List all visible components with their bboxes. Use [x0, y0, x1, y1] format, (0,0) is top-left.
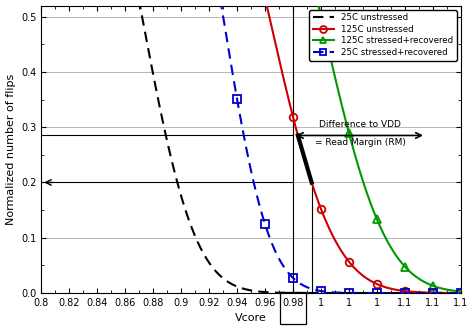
Legend: 25C unstressed, 125C unstressed, 125C stressed+recovered, 25C stressed+recovered: 25C unstressed, 125C unstressed, 125C st…	[309, 10, 456, 61]
Text: Difference to VDD: Difference to VDD	[319, 120, 401, 129]
X-axis label: Vcore: Vcore	[235, 314, 267, 323]
Text: = Read Margin (RM): = Read Margin (RM)	[315, 138, 406, 147]
Y-axis label: Normalized number of flips: Normalized number of flips	[6, 74, 16, 225]
